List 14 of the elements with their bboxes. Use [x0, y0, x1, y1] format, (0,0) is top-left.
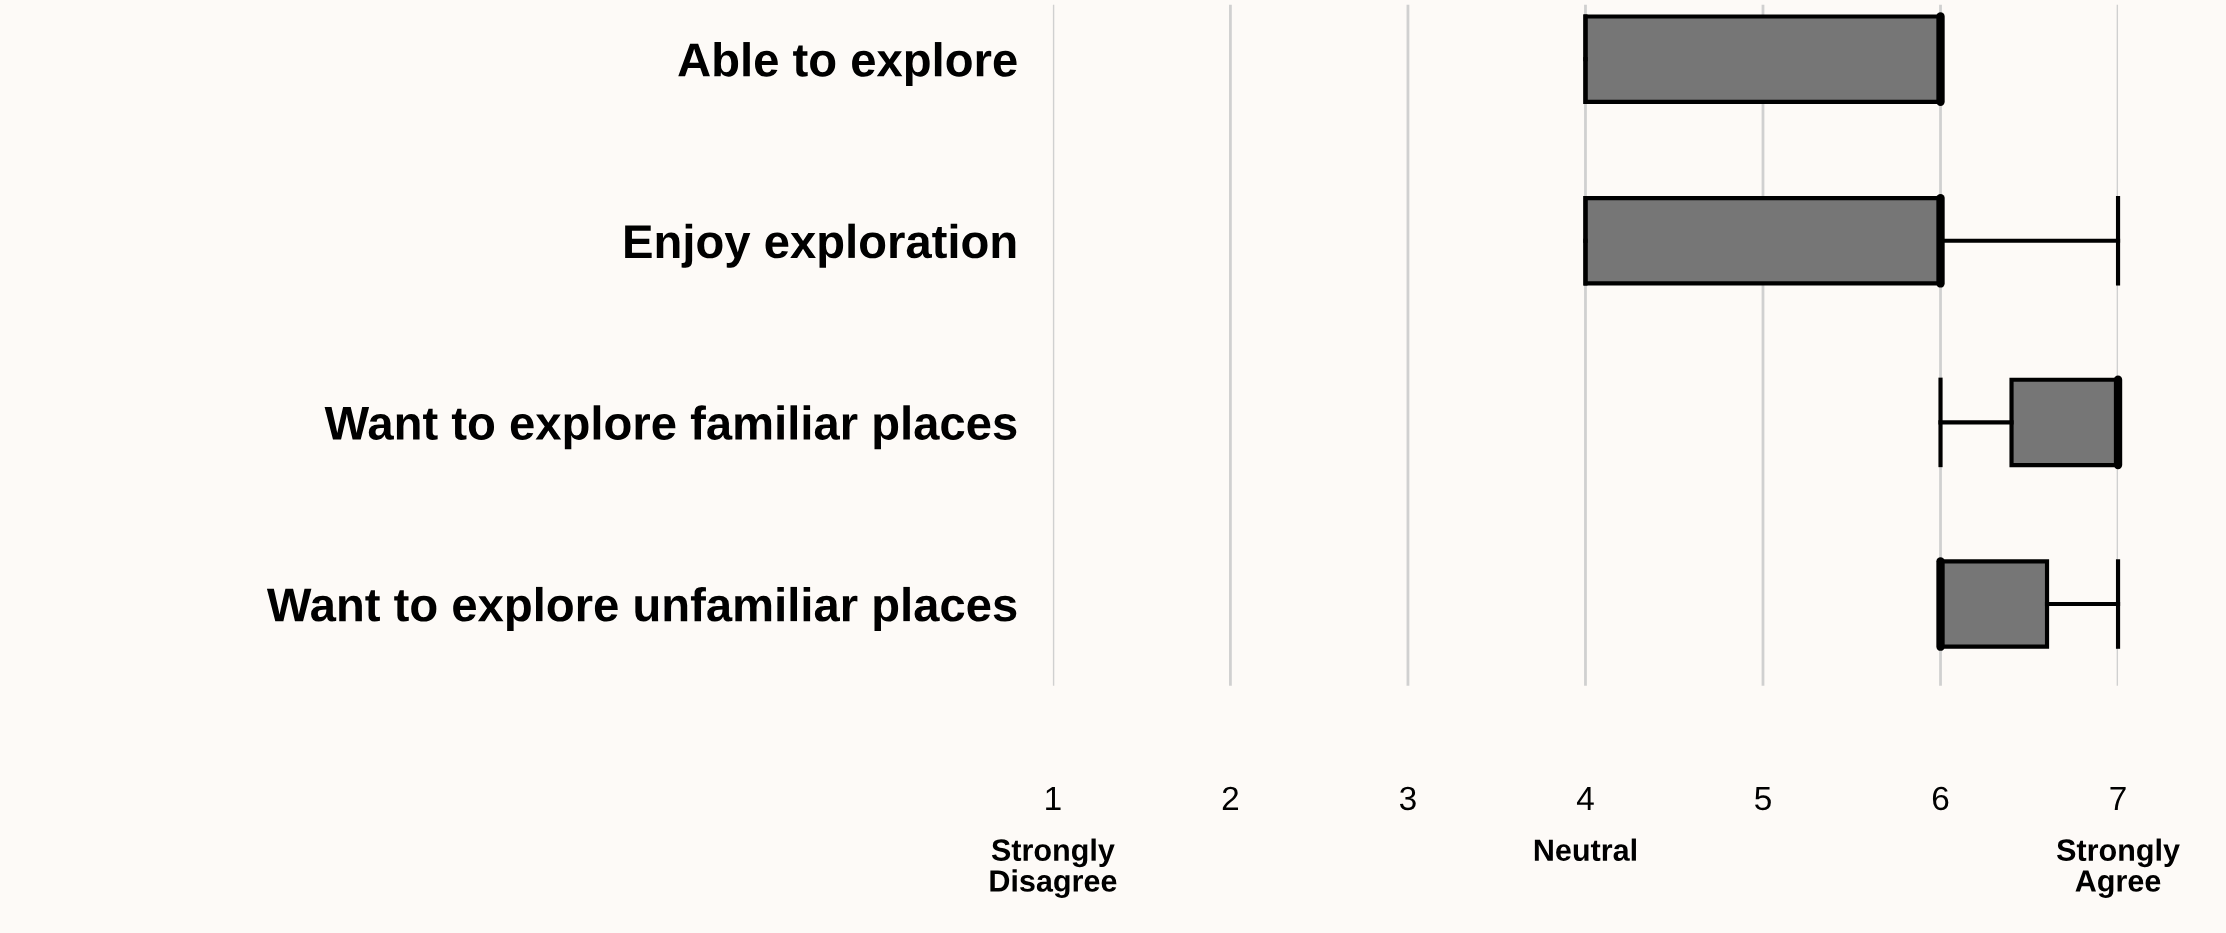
y-tick-label: Enjoy exploration [625, 223, 1016, 268]
y-tick-label: Want to explore unfamiliar places [266, 586, 1017, 631]
x-tick-label: 3 [1399, 786, 1416, 811]
x-tick-label: 5 [1755, 786, 1771, 811]
y-tick-label: Want to explore familiar places [324, 405, 1017, 450]
x-tick-label: 2 [1222, 786, 1239, 810]
x-tick-label: 7 [2110, 786, 2126, 810]
text: Strongly Disagree [990, 838, 1117, 898]
text: Strongly Agree [2056, 838, 2180, 898]
x-tick-label: 6 [1932, 786, 1949, 811]
text: Neutral [1534, 838, 1636, 861]
x-tick-label: 1 [1046, 786, 1061, 810]
y-tick-label: Able to explore [678, 42, 1017, 87]
x-tick-label: 4 [1576, 786, 1594, 810]
